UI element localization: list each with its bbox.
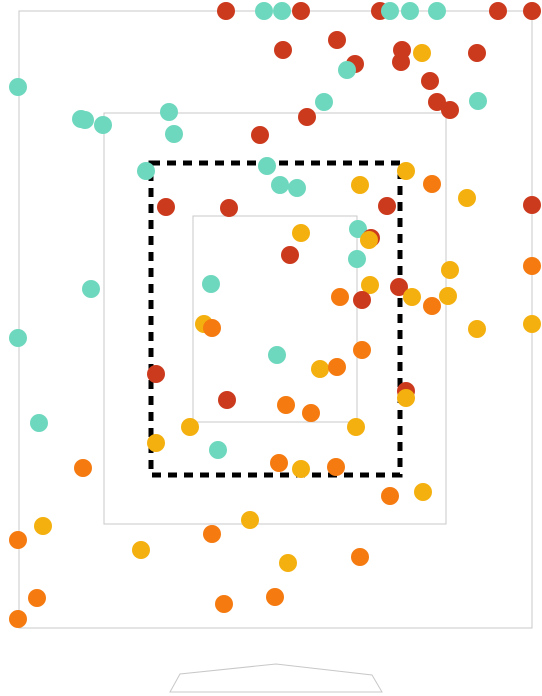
dot-teal [209, 441, 227, 459]
dot-teal [469, 92, 487, 110]
dot-yellow [181, 418, 199, 436]
dot-teal [255, 2, 273, 20]
dot-red [157, 198, 175, 216]
dot-orange [351, 548, 369, 566]
dot-red [147, 365, 165, 383]
dot-yellow [311, 360, 329, 378]
dot-teal [271, 176, 289, 194]
dot-teal [315, 93, 333, 111]
dot-orange [74, 459, 92, 477]
dot-yellow [292, 460, 310, 478]
dot-orange [270, 454, 288, 472]
dot-orange [381, 487, 399, 505]
dot-yellow [351, 176, 369, 194]
dot-red [390, 278, 408, 296]
base-trapezoid [169, 663, 383, 693]
dot-teal [82, 280, 100, 298]
dot-red [217, 2, 235, 20]
dot-orange [423, 175, 441, 193]
dot-red [218, 391, 236, 409]
dot-teal [349, 220, 367, 238]
dot-red [441, 101, 459, 119]
dot-orange [203, 319, 221, 337]
dot-red [392, 53, 410, 71]
dot-teal [273, 2, 291, 20]
dot-teal [428, 2, 446, 20]
dot-red [292, 2, 310, 20]
dot-yellow [132, 541, 150, 559]
dot-orange [9, 610, 27, 628]
dot-teal [76, 111, 94, 129]
dot-teal [30, 414, 48, 432]
dot-orange [331, 288, 349, 306]
dot-orange [266, 588, 284, 606]
dot-orange [523, 257, 541, 275]
dot-yellow [360, 231, 378, 249]
dot-red [378, 197, 396, 215]
dot-yellow [292, 224, 310, 242]
dot-teal [9, 78, 27, 96]
dot-orange [215, 595, 233, 613]
dot-teal [94, 116, 112, 134]
dot-yellow [523, 315, 541, 333]
dot-orange [302, 404, 320, 422]
dot-yellow [413, 44, 431, 62]
inner-frame [192, 215, 358, 423]
dot-yellow [458, 189, 476, 207]
dot-red [523, 2, 541, 20]
dot-red [353, 291, 371, 309]
dot-yellow [279, 554, 297, 572]
dot-red [298, 108, 316, 126]
dot-teal [401, 2, 419, 20]
dot-orange [353, 341, 371, 359]
dot-orange [277, 396, 295, 414]
dot-teal [9, 329, 27, 347]
dot-yellow [397, 162, 415, 180]
dot-teal [381, 2, 399, 20]
dot-teal [202, 275, 220, 293]
dot-yellow [414, 483, 432, 501]
dot-orange [328, 358, 346, 376]
dot-red [328, 31, 346, 49]
dot-teal [348, 250, 366, 268]
dot-orange [327, 458, 345, 476]
dashed-selection-frame [148, 160, 403, 478]
dot-teal [258, 157, 276, 175]
dot-teal [165, 125, 183, 143]
dot-red [281, 246, 299, 264]
dot-teal [137, 162, 155, 180]
dot-yellow [403, 288, 421, 306]
dot-yellow [347, 418, 365, 436]
dot-orange [28, 589, 46, 607]
dot-red [251, 126, 269, 144]
dot-red [220, 199, 238, 217]
dot-teal [338, 61, 356, 79]
dot-yellow [361, 276, 379, 294]
dot-yellow [147, 434, 165, 452]
dot-red [489, 2, 507, 20]
dot-yellow [241, 511, 259, 529]
dot-group [9, 2, 541, 628]
dot-yellow [397, 389, 415, 407]
middle-frame [103, 112, 447, 525]
dot-orange [9, 531, 27, 549]
dot-red [274, 41, 292, 59]
dot-teal [268, 346, 286, 364]
dot-yellow [439, 287, 457, 305]
dot-teal [288, 179, 306, 197]
dot-yellow [34, 517, 52, 535]
dot-orange [203, 525, 221, 543]
dot-yellow [441, 261, 459, 279]
dot-teal [160, 103, 178, 121]
dot-red [468, 44, 486, 62]
dot-red [523, 196, 541, 214]
dot-yellow [468, 320, 486, 338]
dot-orange [423, 297, 441, 315]
dot-red [421, 72, 439, 90]
dot-red [428, 93, 446, 111]
